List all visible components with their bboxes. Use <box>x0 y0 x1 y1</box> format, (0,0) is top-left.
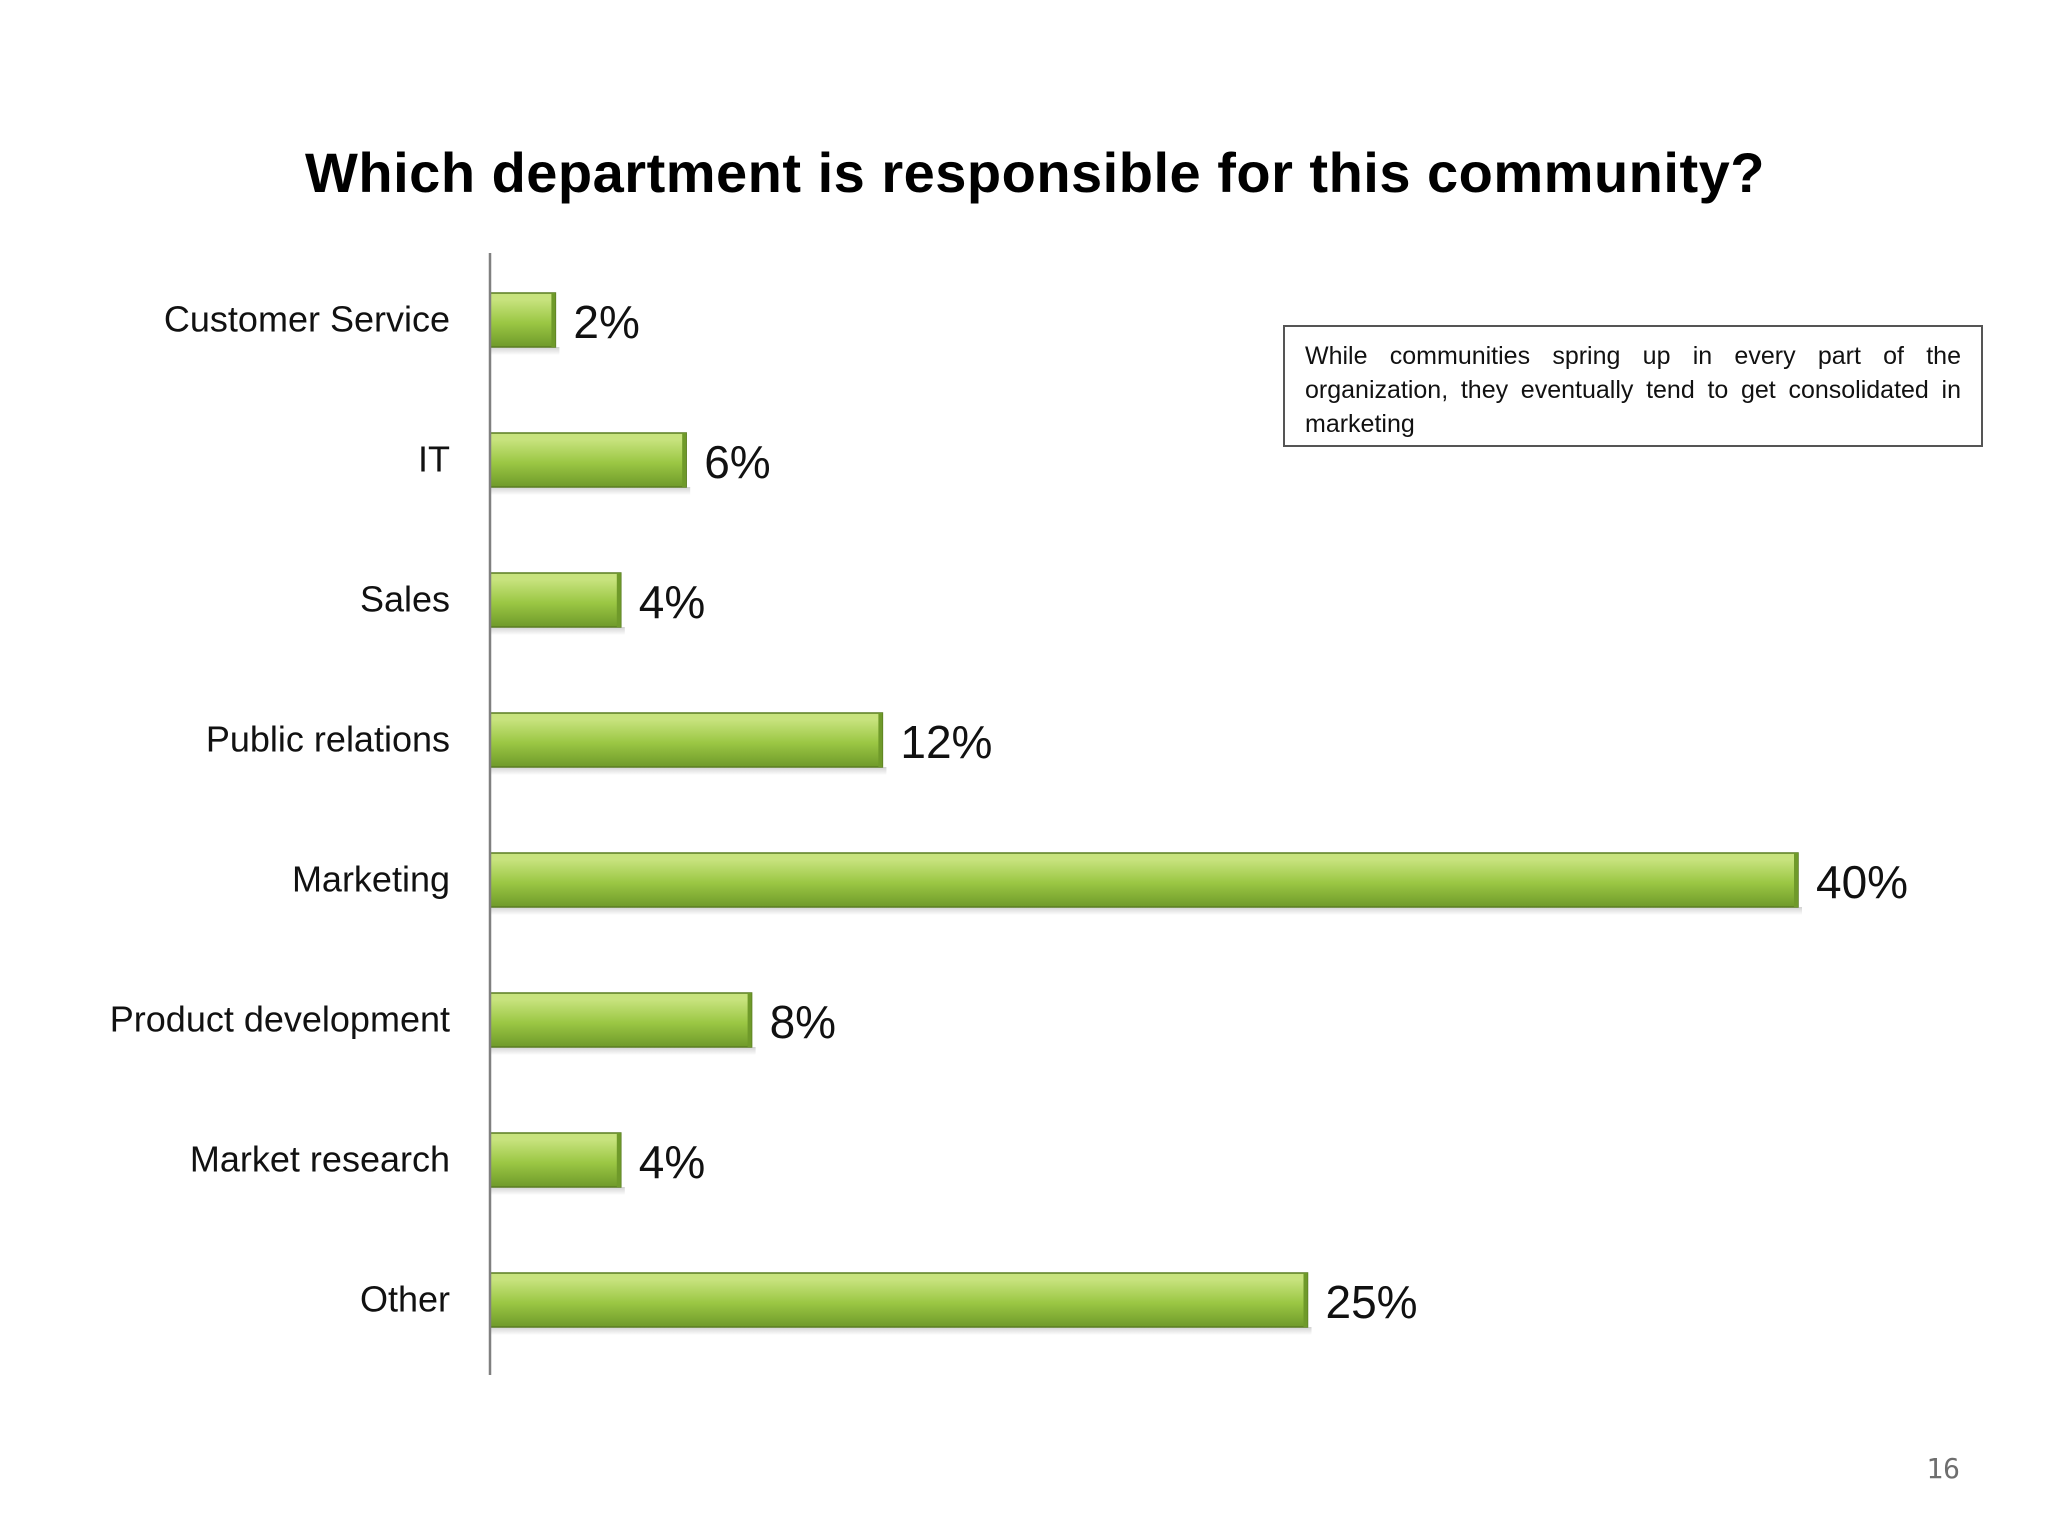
value-label: 8% <box>770 996 836 1048</box>
category-label: Customer Service <box>164 299 450 340</box>
bar-customer-service <box>489 292 557 348</box>
bar-shadow <box>490 487 691 495</box>
bar-shadow <box>490 1187 625 1195</box>
bar-edge <box>616 573 621 627</box>
chart-title: Which department is responsible for this… <box>305 141 1765 204</box>
bar-shadow <box>490 627 625 635</box>
bar-edge <box>682 433 687 487</box>
bar-shadow <box>490 347 560 355</box>
bar-shadow <box>490 767 887 775</box>
value-label: 12% <box>900 716 992 768</box>
value-label: 25% <box>1326 1276 1418 1328</box>
category-label: Product development <box>110 999 450 1040</box>
bar-market-research <box>489 1132 622 1188</box>
value-label: 4% <box>639 1136 705 1188</box>
value-label: 4% <box>639 576 705 628</box>
category-label: Market research <box>190 1139 450 1180</box>
bar-marketing <box>489 852 1799 908</box>
bar-shadow <box>490 1327 1312 1335</box>
bar-it <box>489 432 687 488</box>
bar-shadow <box>490 1047 756 1055</box>
bar-edge <box>747 993 752 1047</box>
annotation-note: While communities spring up in every par… <box>1283 325 1983 447</box>
bars-layer: Customer Service 2% IT 6% Sales 4% Public rela… <box>110 292 1908 1335</box>
bar-edge <box>616 1133 621 1187</box>
bar-other <box>489 1272 1309 1328</box>
bar-public-relations <box>489 712 884 768</box>
value-label: 2% <box>573 296 639 348</box>
bar-edge <box>551 293 556 347</box>
category-label: Sales <box>360 579 450 620</box>
value-label: 6% <box>704 436 770 488</box>
bar-shadow <box>490 907 1802 915</box>
category-label: Other <box>360 1279 450 1320</box>
category-label: Public relations <box>206 719 450 760</box>
category-label: IT <box>418 439 450 480</box>
page-number: 16 <box>1926 1452 1960 1485</box>
value-label: 40% <box>1816 856 1908 908</box>
bar-product-development <box>489 992 753 1048</box>
bar-edge <box>878 713 883 767</box>
category-label: Marketing <box>292 859 450 900</box>
bar-edge <box>1794 853 1798 907</box>
bar-sales <box>489 572 622 628</box>
bar-edge <box>1303 1273 1308 1327</box>
